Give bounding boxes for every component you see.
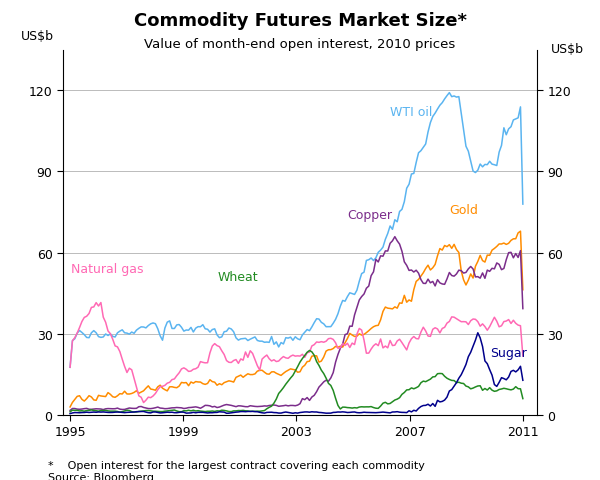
Text: Source: Bloomberg: Source: Bloomberg <box>48 472 154 480</box>
Text: Value of month-end open interest, 2010 prices: Value of month-end open interest, 2010 p… <box>145 37 455 50</box>
Text: Gold: Gold <box>449 204 478 216</box>
Text: *    Open interest for the largest contract covering each commodity: * Open interest for the largest contract… <box>48 460 425 470</box>
Y-axis label: US$b: US$b <box>551 43 584 56</box>
Text: Natural gas: Natural gas <box>71 263 144 276</box>
Text: Sugar: Sugar <box>490 347 527 360</box>
Text: Commodity Futures Market Size*: Commodity Futures Market Size* <box>133 12 467 30</box>
Text: Wheat: Wheat <box>217 271 258 284</box>
Y-axis label: US$b: US$b <box>20 30 53 43</box>
Text: WTI oil: WTI oil <box>390 106 432 119</box>
Text: Copper: Copper <box>347 209 392 222</box>
